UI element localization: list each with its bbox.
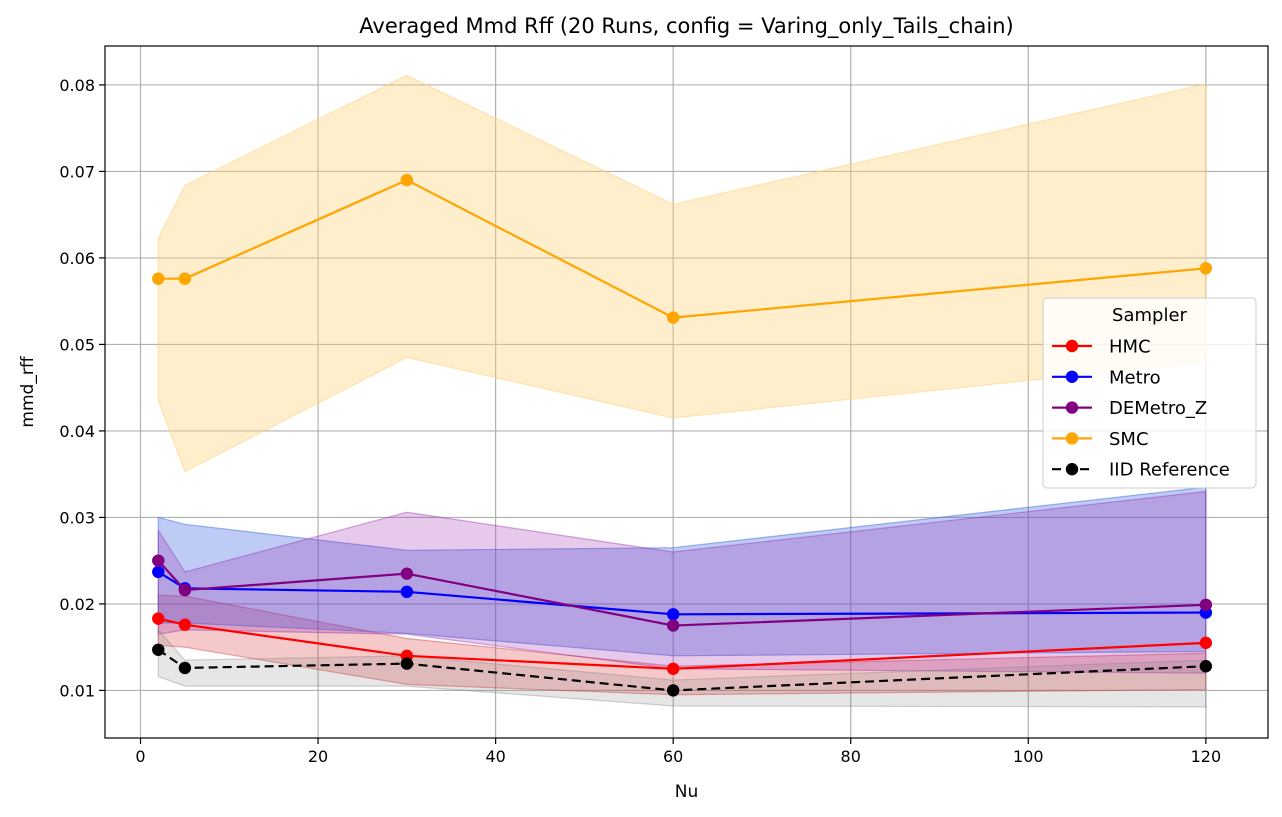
data-point-smc <box>400 173 414 187</box>
y-tick-label: 0.02 <box>59 595 95 614</box>
x-axis-label: Nu <box>675 782 699 802</box>
data-point-demetro-z <box>152 554 165 567</box>
data-point-demetro-z <box>400 567 414 580</box>
legend-marker-demetro-z <box>1065 401 1079 414</box>
legend-items: HMC Metro DEMetro_Z SMC IID Reference <box>1052 337 1230 481</box>
x-tick-label: 80 <box>841 747 861 766</box>
data-point-smc <box>1199 262 1213 275</box>
data-point-hmc <box>1199 636 1213 650</box>
plot-frame <box>104 45 1269 739</box>
axis-ticks: 0 20 40 60 80 100 120 0.01 0.02 0.03 0.04 0.05 0.06 0… <box>59 76 1221 766</box>
y-tick-label: 0.01 <box>59 681 95 700</box>
chart-title: Averaged Mmd Rff (20 Runs, config = Vari… <box>359 14 1013 39</box>
data-point-iid-reference <box>1199 660 1213 673</box>
confidence-bands <box>157 74 1207 708</box>
x-tick-label: 40 <box>485 747 505 766</box>
data-point-metro <box>152 565 165 579</box>
band-hmc <box>157 594 1207 696</box>
legend-label-smc: SMC <box>1109 429 1149 450</box>
data-point-demetro-z <box>1199 598 1213 611</box>
legend-label-metro: Metro <box>1109 367 1161 388</box>
data-point-iid-reference <box>400 657 414 670</box>
x-tick-label: 60 <box>663 747 683 766</box>
legend-marker-hmc <box>1065 339 1079 353</box>
data-point-iid-reference <box>666 684 680 697</box>
data-point-smc <box>152 272 165 285</box>
legend-label-demetro-z: DEMetro_Z <box>1109 398 1207 419</box>
y-axis-label: mmd_rff <box>18 355 38 427</box>
data-point-metro <box>400 585 414 599</box>
data-point-smc <box>666 311 680 324</box>
legend-title: Sampler <box>1112 305 1187 326</box>
y-tick-label: 0.05 <box>59 335 95 354</box>
data-point-demetro-z <box>178 583 192 597</box>
legend-marker-iid-reference <box>1065 463 1079 476</box>
series-lines <box>152 173 1213 697</box>
data-point-metro <box>666 608 680 621</box>
y-tick-label: 0.06 <box>59 249 95 268</box>
data-point-hmc <box>178 618 192 631</box>
legend-label-iid-reference: IID Reference <box>1109 460 1230 481</box>
y-tick-label: 0.03 <box>59 508 95 527</box>
legend-marker-smc <box>1065 432 1079 445</box>
legend-label-hmc: HMC <box>1109 337 1151 358</box>
y-tick-label: 0.08 <box>59 76 95 95</box>
x-tick-label: 100 <box>1013 747 1044 766</box>
y-tick-label: 0.04 <box>59 422 95 441</box>
legend-box <box>1042 297 1257 489</box>
data-point-smc <box>178 272 192 285</box>
band-iid-reference <box>157 628 1207 708</box>
data-point-hmc <box>152 612 165 625</box>
data-point-iid-reference <box>152 643 165 656</box>
band-demetro-z <box>157 490 1207 674</box>
x-tick-label: 120 <box>1191 747 1222 766</box>
data-point-iid-reference <box>178 661 192 675</box>
legend: Sampler HMC Metro DEMetro_Z SMC IID Referenc… <box>1042 297 1257 489</box>
legend-marker-metro <box>1065 370 1079 383</box>
x-tick-label: 20 <box>308 747 328 766</box>
y-tick-label: 0.07 <box>59 162 95 181</box>
data-point-demetro-z <box>666 619 680 632</box>
data-point-hmc <box>666 662 680 675</box>
x-tick-label: 0 <box>135 747 145 766</box>
